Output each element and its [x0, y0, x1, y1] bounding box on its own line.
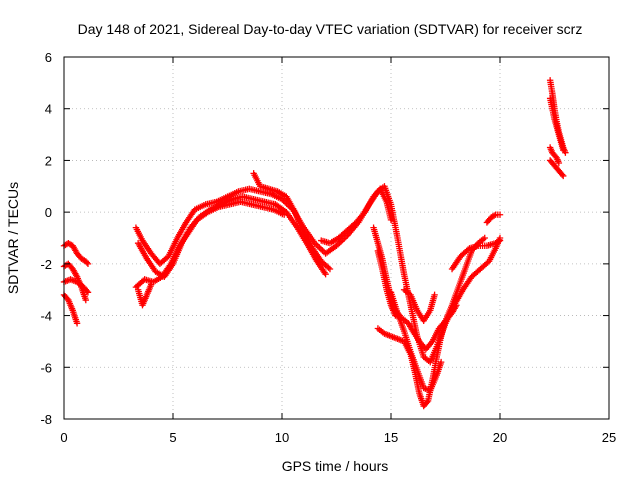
y-tick-label: 6	[45, 50, 52, 65]
y-tick-label: 2	[45, 153, 52, 168]
data-point	[387, 216, 395, 224]
y-tick-label: -6	[40, 360, 52, 375]
data-point	[73, 320, 81, 327]
axis-ticks: 0 5 10 15 20 25 -8 -6 -4 -2 0 2 4 6	[40, 50, 616, 445]
x-tick-label: 15	[384, 430, 398, 445]
data-point	[280, 211, 288, 218]
data-point	[84, 260, 92, 268]
y-tick-label: 4	[45, 102, 52, 117]
series-arc-f1	[448, 237, 504, 273]
data-point	[322, 271, 329, 278]
series-arc-e2	[374, 247, 460, 353]
x-tick-label: 0	[60, 430, 67, 445]
data-point	[148, 281, 155, 288]
data-point	[560, 172, 567, 180]
y-tick-label: 0	[45, 205, 52, 220]
data-point	[423, 398, 431, 406]
series-arc-g2	[546, 95, 567, 154]
data-point	[431, 291, 438, 299]
data-point	[496, 237, 504, 244]
y-axis-label: SDTVAR / TECUs	[5, 182, 21, 294]
x-axis-label: GPS time / hours	[282, 458, 389, 474]
data-point	[325, 264, 332, 271]
data-point	[326, 265, 334, 273]
data-point	[360, 210, 367, 217]
data-point	[316, 244, 323, 251]
series-arc-f2	[483, 211, 504, 226]
plot-frame	[63, 56, 610, 420]
series-arc-g3	[546, 157, 567, 180]
series-arc-g4	[546, 144, 563, 167]
x-tick-label: 20	[493, 430, 507, 445]
data-point	[83, 287, 91, 295]
data-point	[83, 259, 91, 266]
series-arc-b1	[132, 183, 504, 366]
series-arc-e3	[374, 234, 488, 410]
series-arc-a4	[60, 276, 92, 296]
chart-title: Day 148 of 2021, Sidereal Day-to-day VTE…	[78, 21, 583, 37]
data-point	[555, 159, 563, 167]
x-tick-label: 10	[275, 430, 289, 445]
data-point	[560, 146, 567, 154]
y-tick-label: -4	[40, 309, 52, 324]
data-point	[317, 245, 325, 253]
series-arc-b4	[134, 281, 155, 309]
series-arc-c1	[250, 170, 334, 273]
y-tick-label: -8	[40, 412, 52, 427]
x-tick-label: 5	[169, 430, 176, 445]
x-tick-label: 25	[602, 430, 616, 445]
data-point	[496, 211, 504, 218]
data-point	[490, 212, 498, 219]
data-point	[558, 171, 566, 178]
series-arc-d1	[318, 185, 395, 247]
series-arc-e5	[400, 286, 438, 324]
data-point	[495, 238, 502, 245]
y-tick-label: -2	[40, 257, 52, 272]
data-point	[437, 358, 445, 366]
data-point	[84, 289, 92, 296]
series-arc-g1	[546, 77, 569, 156]
data-point	[481, 234, 488, 242]
series-arc-e4	[387, 289, 445, 394]
data-point	[82, 296, 89, 304]
series-arc-a3	[60, 291, 81, 327]
data-points	[60, 77, 569, 410]
